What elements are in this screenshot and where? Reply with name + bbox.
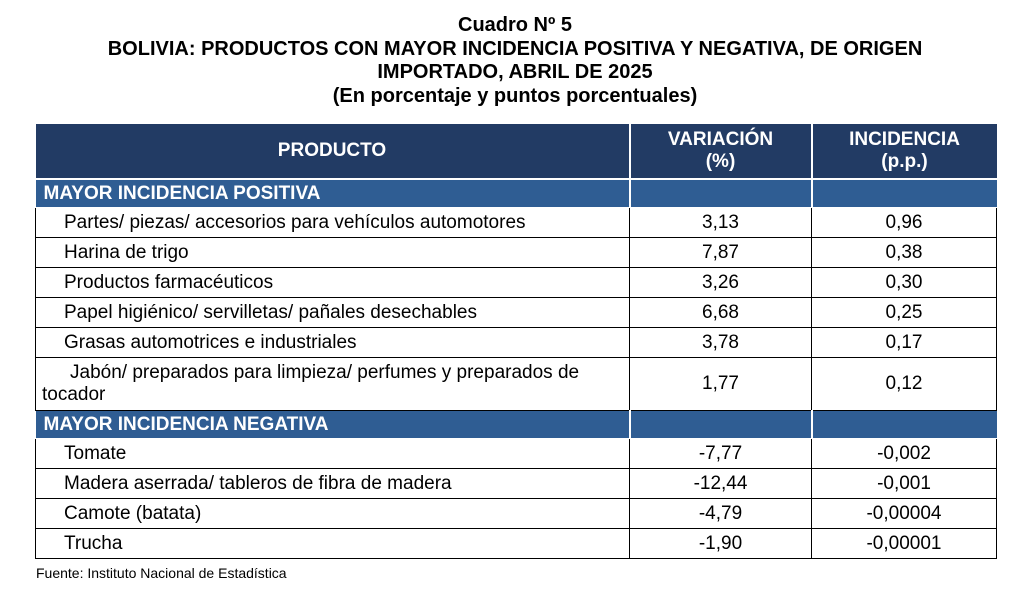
header-incidencia: INCIDENCIA (p.p.) bbox=[810, 124, 997, 180]
section-label-negative: MAYOR INCIDENCIA NEGATIVA bbox=[35, 410, 630, 439]
cell-incidencia: 0,17 bbox=[811, 327, 997, 358]
cell-variacion: 7,87 bbox=[629, 237, 812, 268]
cell-producto: Camote (batata) bbox=[35, 498, 630, 529]
section-cell-empty bbox=[810, 410, 997, 439]
cell-producto: Grasas automotrices e industriales bbox=[35, 327, 630, 358]
cell-variacion: 3,78 bbox=[629, 327, 812, 358]
cell-variacion: 3,26 bbox=[629, 267, 812, 298]
cell-variacion: -12,44 bbox=[629, 468, 812, 499]
table-row: Productos farmacéuticos 3,26 0,30 bbox=[35, 267, 997, 298]
table-title-line-1: BOLIVIA: PRODUCTOS CON MAYOR INCIDENCIA … bbox=[107, 37, 923, 60]
cell-incidencia: -0,001 bbox=[811, 468, 997, 499]
cell-incidencia: 0,38 bbox=[811, 237, 997, 268]
header-row: PRODUCTO VARIACIÓN (%) INCIDENCIA (p.p.) bbox=[35, 124, 997, 180]
header-incidencia-unit: (p.p.) bbox=[881, 151, 928, 172]
table-row: Jabón/ preparados para limpieza/ perfume… bbox=[35, 357, 997, 411]
cell-producto: Trucha bbox=[35, 528, 630, 559]
table-row: Grasas automotrices e industriales 3,78 … bbox=[35, 327, 997, 358]
cell-variacion: -4,79 bbox=[629, 498, 812, 529]
cell-producto: Jabón/ preparados para limpieza/ perfume… bbox=[35, 357, 630, 411]
cell-variacion: -1,90 bbox=[629, 528, 812, 559]
table-row: Harina de trigo 7,87 0,38 bbox=[35, 237, 997, 268]
data-table: PRODUCTO VARIACIÓN (%) INCIDENCIA (p.p.)… bbox=[35, 124, 997, 559]
cell-incidencia: 0,12 bbox=[811, 357, 997, 411]
table-title-block: Cuadro Nº 5 BOLIVIA: PRODUCTOS CON MAYOR… bbox=[0, 14, 1027, 108]
section-cell-empty bbox=[810, 179, 997, 208]
table-number: Cuadro Nº 5 bbox=[458, 14, 572, 36]
cell-producto: Madera aserrada/ tableros de fibra de ma… bbox=[35, 468, 630, 499]
cell-producto-text: Jabón/ preparados para limpieza/ perfume… bbox=[42, 362, 580, 405]
cell-producto: Tomate bbox=[35, 438, 630, 469]
header-incidencia-label: INCIDENCIA bbox=[849, 129, 960, 150]
table-row: Madera aserrada/ tableros de fibra de ma… bbox=[35, 468, 997, 499]
section-row-negative: MAYOR INCIDENCIA NEGATIVA bbox=[35, 410, 997, 439]
section-row-positive: MAYOR INCIDENCIA POSITIVA bbox=[35, 179, 997, 208]
section-cell-empty bbox=[628, 410, 812, 439]
cell-incidencia: -0,00004 bbox=[811, 498, 997, 529]
cell-incidencia: -0,002 bbox=[811, 438, 997, 469]
cell-variacion: 3,13 bbox=[629, 207, 812, 238]
cell-incidencia: 0,25 bbox=[811, 297, 997, 328]
table-row: Partes/ piezas/ accesorios para vehículo… bbox=[35, 207, 997, 238]
table-row: Trucha -1,90 -0,00001 bbox=[35, 528, 997, 559]
cell-incidencia: 0,30 bbox=[811, 267, 997, 298]
header-variacion-unit: (%) bbox=[705, 151, 736, 172]
table-title-line-2: IMPORTADO, ABRIL DE 2025 bbox=[377, 61, 653, 83]
cell-variacion: 1,77 bbox=[629, 357, 812, 411]
table-row: Camote (batata) -4,79 -0,00004 bbox=[35, 498, 997, 529]
cell-producto: Partes/ piezas/ accesorios para vehículo… bbox=[35, 207, 630, 238]
cell-producto: Productos farmacéuticos bbox=[35, 267, 630, 298]
header-variacion: VARIACIÓN (%) bbox=[628, 124, 813, 180]
cell-producto: Papel higiénico/ servilletas/ pañales de… bbox=[35, 297, 630, 328]
header-producto: PRODUCTO bbox=[35, 124, 631, 180]
table-row: Papel higiénico/ servilletas/ pañales de… bbox=[35, 297, 997, 328]
cell-incidencia: 0,96 bbox=[811, 207, 997, 238]
cell-producto: Harina de trigo bbox=[35, 237, 630, 268]
section-label-positive: MAYOR INCIDENCIA POSITIVA bbox=[35, 179, 630, 208]
table-subtitle: (En porcentaje y puntos porcentuales) bbox=[332, 84, 698, 107]
header-producto-label: PRODUCTO bbox=[277, 140, 387, 161]
cell-incidencia: -0,00001 bbox=[811, 528, 997, 559]
section-cell-empty bbox=[628, 179, 812, 208]
header-variacion-label: VARIACIÓN bbox=[667, 129, 774, 150]
table-row: Tomate -7,77 -0,002 bbox=[35, 438, 997, 469]
cell-variacion: -7,77 bbox=[629, 438, 812, 469]
source-note: Fuente: Instituto Nacional de Estadístic… bbox=[36, 565, 287, 581]
cell-variacion: 6,68 bbox=[629, 297, 812, 328]
